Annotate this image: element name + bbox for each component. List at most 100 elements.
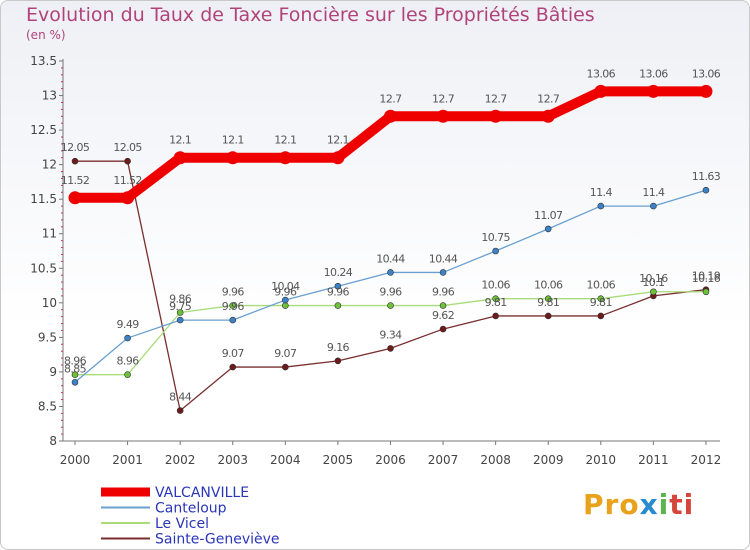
x-tick-label: 2010 [586, 453, 617, 467]
x-tick-label: 2007 [428, 453, 459, 467]
legend-label: Le Vicel [155, 516, 209, 532]
x-tick-label: 2011 [638, 453, 669, 467]
y-tick-label: 12.5 [30, 123, 57, 137]
logo-part-1: Pro [583, 488, 640, 521]
data-label: 9.07 [274, 347, 297, 360]
data-label: 10.44 [429, 252, 458, 265]
y-tick-label: 12 [42, 158, 57, 172]
data-label: 12.05 [61, 141, 90, 154]
logo-part-4: ti [669, 488, 695, 521]
data-label: 10.1 [642, 276, 664, 289]
data-point [597, 312, 605, 320]
data-label: 12.1 [222, 134, 244, 147]
data-point [124, 371, 131, 378]
data-point [387, 269, 394, 276]
data-point [439, 269, 447, 276]
data-label: 12.7 [432, 92, 455, 105]
data-point [176, 309, 184, 316]
data-label: 10.16 [639, 272, 668, 285]
y-tick-label: 13 [42, 89, 57, 103]
data-label: 9.16 [327, 341, 350, 354]
data-label: 10.24 [324, 266, 353, 279]
data-label: 10.19 [692, 270, 721, 283]
data-label: 10.16 [692, 272, 721, 285]
data-point [331, 151, 345, 165]
data-point [492, 312, 499, 320]
y-tick-label: 9.5 [38, 330, 57, 344]
x-tick-label: 2008 [480, 453, 511, 467]
data-label: 8.85 [64, 362, 87, 375]
data-point [597, 202, 605, 210]
data-point [541, 109, 555, 123]
x-tick-label: 2002 [165, 453, 196, 467]
data-label: 10.75 [481, 231, 510, 244]
data-label: 11.52 [61, 174, 90, 187]
data-point [226, 151, 240, 165]
data-point [492, 295, 499, 302]
data-label: 9.81 [537, 296, 559, 309]
data-label: 10.04 [271, 280, 300, 293]
data-label: 10.06 [481, 279, 510, 292]
data-point [71, 157, 79, 165]
data-point [71, 378, 79, 386]
data-point [71, 371, 79, 378]
data-point [229, 316, 237, 324]
data-label: 9.81 [485, 296, 507, 309]
data-point [229, 302, 237, 309]
y-tick-label: 10.5 [30, 261, 57, 275]
data-point [124, 334, 131, 342]
data-point [699, 84, 713, 98]
data-point [278, 151, 292, 165]
x-tick-label: 2009 [533, 453, 564, 467]
y-tick-label: 11.5 [30, 192, 57, 206]
data-point [334, 282, 342, 290]
y-tick-label: 9 [49, 365, 57, 379]
data-label: 11.4 [642, 186, 665, 199]
data-label: 13.06 [587, 67, 616, 80]
data-point [282, 363, 289, 371]
chart-title: Evolution du Taux de Taxe Foncière sur l… [26, 4, 595, 26]
data-label: 11.4 [590, 186, 613, 199]
proxiti-logo: Proxiti [583, 488, 694, 521]
data-label: 12.7 [537, 92, 560, 105]
data-label: 8.96 [117, 355, 140, 368]
data-point [650, 202, 657, 210]
data-label: 10.44 [376, 252, 405, 265]
data-label: 9.96 [274, 286, 297, 299]
legend-label: Canteloup [155, 501, 227, 517]
data-label: 9.96 [222, 300, 245, 313]
x-tick-label: 2006 [375, 453, 406, 467]
data-label: 9.34 [379, 328, 402, 341]
data-point [173, 151, 187, 165]
data-label: 9.96 [379, 286, 402, 299]
x-tick-label: 2005 [323, 453, 354, 467]
data-label: 10.06 [587, 279, 616, 292]
data-point [68, 191, 82, 205]
data-label: 12.05 [113, 141, 142, 154]
data-label: 9.49 [117, 318, 140, 331]
logo-part-2: x [639, 488, 659, 521]
data-point [489, 109, 503, 123]
legend-label: VALCANVILLE [155, 485, 249, 501]
y-tick-label: 13.5 [30, 54, 57, 68]
data-label: 9.96 [432, 286, 455, 299]
data-label: 11.07 [534, 209, 563, 222]
data-point [334, 357, 342, 365]
data-point [544, 295, 552, 302]
data-point [650, 288, 657, 296]
data-point [124, 157, 131, 165]
data-label: 9.62 [432, 309, 454, 322]
data-point [492, 247, 499, 255]
y-tick-label: 8.5 [38, 399, 57, 413]
x-tick-label: 2012 [691, 453, 722, 467]
chart-subtitle: (en %) [26, 28, 66, 42]
y-tick-label: 11 [42, 227, 57, 241]
x-tick-label: 2003 [217, 453, 248, 467]
data-label: 11.52 [113, 174, 142, 187]
data-label: 10.06 [534, 279, 563, 292]
logo-part-3: i [658, 488, 670, 521]
data-point [439, 302, 447, 309]
data-point [383, 109, 397, 123]
data-point [176, 316, 184, 324]
